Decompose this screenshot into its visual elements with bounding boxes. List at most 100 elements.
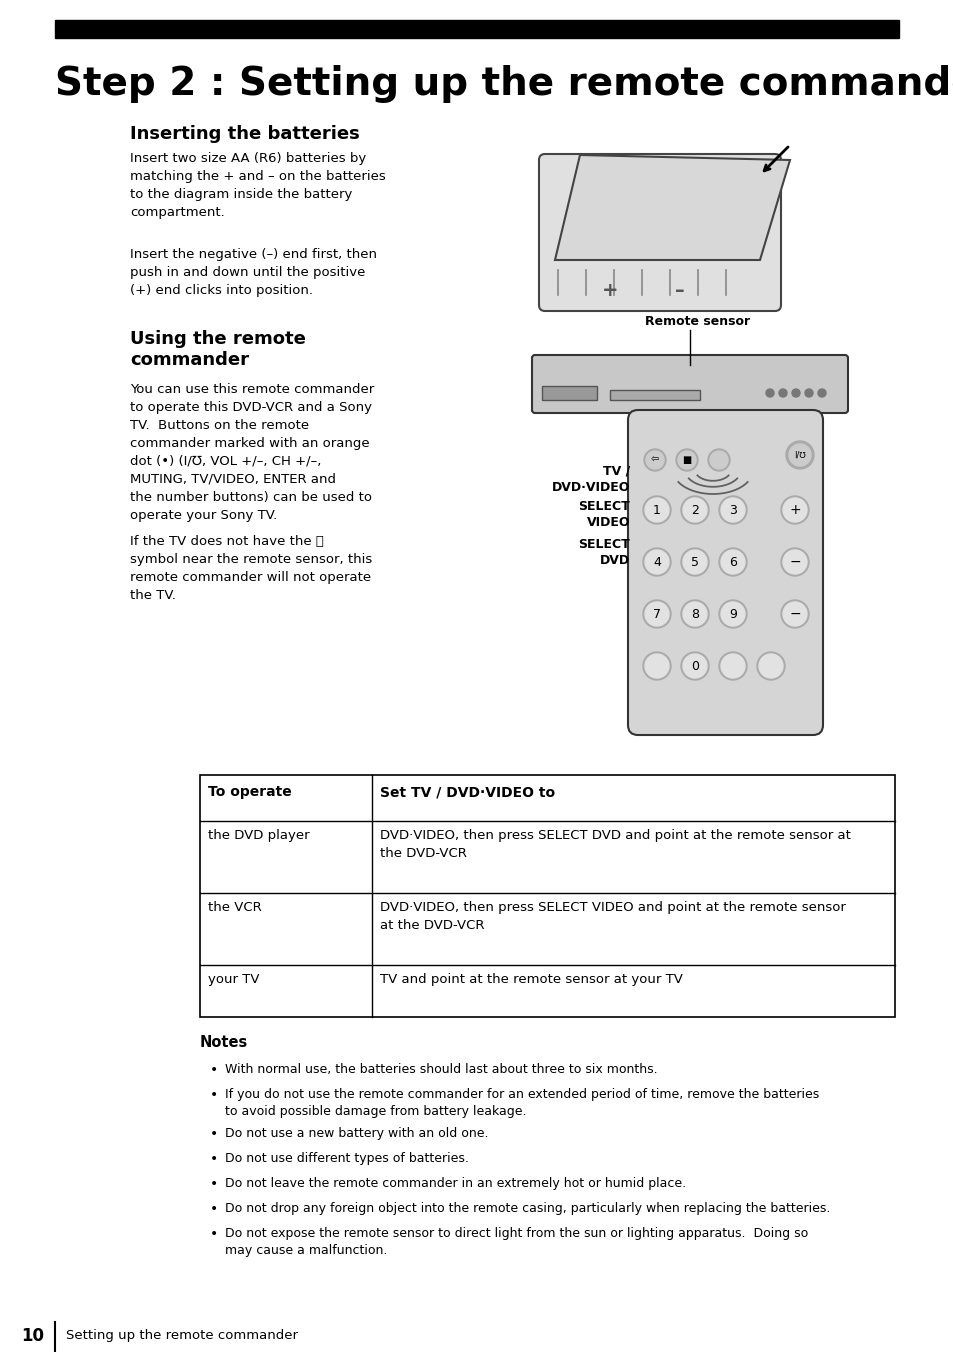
Circle shape bbox=[644, 498, 668, 522]
Text: SELECT
VIDEO: SELECT VIDEO bbox=[578, 500, 629, 529]
Text: DVD·VIDEO, then press SELECT DVD and point at the remote sensor at
the DVD-VCR: DVD·VIDEO, then press SELECT DVD and poi… bbox=[379, 829, 850, 860]
Circle shape bbox=[642, 496, 670, 525]
Circle shape bbox=[709, 452, 727, 469]
Circle shape bbox=[781, 548, 808, 576]
Text: You can use this remote commander
to operate this DVD-VCR and a Sony
TV.  Button: You can use this remote commander to ope… bbox=[130, 383, 374, 522]
Text: 10: 10 bbox=[21, 1328, 44, 1345]
Circle shape bbox=[680, 600, 708, 627]
Text: Insert the negative (–) end first, then
push in and down until the positive
(+) : Insert the negative (–) end first, then … bbox=[130, 247, 376, 297]
Circle shape bbox=[642, 548, 670, 576]
Text: Do not expose the remote sensor to direct light from the sun or lighting apparat: Do not expose the remote sensor to direc… bbox=[225, 1228, 807, 1257]
Circle shape bbox=[707, 449, 729, 470]
Circle shape bbox=[678, 452, 696, 469]
Text: Insert two size AA (R6) batteries by
matching the + and – on the batteries
to th: Insert two size AA (R6) batteries by mat… bbox=[130, 151, 385, 219]
Circle shape bbox=[782, 602, 806, 626]
Circle shape bbox=[682, 498, 706, 522]
Circle shape bbox=[680, 652, 708, 680]
Text: Using the remote
commander: Using the remote commander bbox=[130, 330, 306, 369]
Text: •: • bbox=[210, 1178, 218, 1191]
Text: 1: 1 bbox=[653, 503, 660, 516]
Circle shape bbox=[781, 600, 808, 627]
Text: ■: ■ bbox=[681, 456, 691, 465]
Circle shape bbox=[682, 602, 706, 626]
Text: •: • bbox=[210, 1128, 218, 1141]
Circle shape bbox=[757, 652, 784, 680]
Text: Inserting the batteries: Inserting the batteries bbox=[130, 124, 359, 143]
Text: −: − bbox=[788, 607, 800, 621]
Circle shape bbox=[759, 654, 782, 677]
Text: Setting up the remote commander: Setting up the remote commander bbox=[66, 1329, 297, 1343]
Text: Step 2 : Setting up the remote commander: Step 2 : Setting up the remote commander bbox=[55, 65, 953, 103]
Circle shape bbox=[682, 654, 706, 677]
Circle shape bbox=[719, 652, 746, 680]
Circle shape bbox=[720, 498, 744, 522]
Text: 8: 8 bbox=[690, 607, 699, 621]
Text: Set TV / DVD·VIDEO to: Set TV / DVD·VIDEO to bbox=[379, 786, 555, 799]
Text: I/℧: I/℧ bbox=[793, 450, 805, 460]
FancyBboxPatch shape bbox=[532, 356, 847, 412]
Circle shape bbox=[676, 449, 698, 470]
Text: TV and point at the remote sensor at your TV: TV and point at the remote sensor at you… bbox=[379, 973, 682, 986]
Text: 6: 6 bbox=[728, 556, 736, 568]
Text: If you do not use the remote commander for an extended period of time, remove th: If you do not use the remote commander f… bbox=[225, 1088, 819, 1118]
Text: To operate: To operate bbox=[208, 786, 292, 799]
Text: •: • bbox=[210, 1202, 218, 1215]
Circle shape bbox=[644, 654, 668, 677]
Circle shape bbox=[781, 496, 808, 525]
Text: 5: 5 bbox=[690, 556, 699, 568]
Circle shape bbox=[680, 548, 708, 576]
Text: DVD·VIDEO, then press SELECT VIDEO and point at the remote sensor
at the DVD-VCR: DVD·VIDEO, then press SELECT VIDEO and p… bbox=[379, 900, 845, 932]
Text: 7: 7 bbox=[652, 607, 660, 621]
Circle shape bbox=[642, 600, 670, 627]
Text: the VCR: the VCR bbox=[208, 900, 261, 914]
Text: •: • bbox=[210, 1088, 218, 1102]
Circle shape bbox=[719, 496, 746, 525]
Circle shape bbox=[817, 389, 825, 397]
Circle shape bbox=[642, 652, 670, 680]
Circle shape bbox=[682, 550, 706, 575]
FancyBboxPatch shape bbox=[538, 154, 781, 311]
Circle shape bbox=[791, 389, 800, 397]
Text: If the TV does not have the Ⓕ
symbol near the remote sensor, this
remote command: If the TV does not have the Ⓕ symbol nea… bbox=[130, 535, 372, 602]
Bar bbox=[609, 389, 700, 400]
Text: +: + bbox=[788, 503, 800, 516]
Text: •: • bbox=[210, 1228, 218, 1241]
Text: Do not leave the remote commander in an extremely hot or humid place.: Do not leave the remote commander in an … bbox=[225, 1178, 685, 1190]
Circle shape bbox=[779, 389, 786, 397]
Circle shape bbox=[719, 600, 746, 627]
Text: ⇦: ⇦ bbox=[650, 456, 659, 465]
FancyBboxPatch shape bbox=[627, 410, 822, 735]
Text: Remote sensor: Remote sensor bbox=[644, 315, 749, 329]
Circle shape bbox=[804, 389, 812, 397]
Text: +: + bbox=[601, 280, 618, 300]
Circle shape bbox=[644, 602, 668, 626]
Text: Do not drop any foreign object into the remote casing, particularly when replaci: Do not drop any foreign object into the … bbox=[225, 1202, 829, 1215]
Circle shape bbox=[782, 498, 806, 522]
Text: 3: 3 bbox=[728, 503, 736, 516]
Polygon shape bbox=[555, 155, 789, 260]
Text: −: − bbox=[788, 556, 800, 569]
Circle shape bbox=[720, 550, 744, 575]
Circle shape bbox=[719, 548, 746, 576]
Text: your TV: your TV bbox=[208, 973, 259, 986]
Circle shape bbox=[643, 449, 665, 470]
Text: –: – bbox=[675, 280, 684, 300]
Text: •: • bbox=[210, 1152, 218, 1165]
Bar bbox=[200, 775, 894, 1017]
Text: •: • bbox=[210, 1063, 218, 1078]
Text: 0: 0 bbox=[690, 660, 699, 672]
Circle shape bbox=[782, 550, 806, 575]
Circle shape bbox=[785, 441, 813, 469]
Text: Do not use a new battery with an old one.: Do not use a new battery with an old one… bbox=[225, 1128, 488, 1140]
Bar bbox=[541, 387, 597, 400]
Circle shape bbox=[645, 452, 663, 469]
Text: SELECT
DVD: SELECT DVD bbox=[578, 538, 629, 566]
Bar bbox=[55, 20, 898, 38]
Text: With normal use, the batteries should last about three to six months.: With normal use, the batteries should la… bbox=[225, 1063, 657, 1076]
Text: TV /
DVD·VIDEO: TV / DVD·VIDEO bbox=[551, 465, 629, 493]
Text: Do not use different types of batteries.: Do not use different types of batteries. bbox=[225, 1152, 468, 1165]
Text: 9: 9 bbox=[728, 607, 736, 621]
Circle shape bbox=[788, 443, 810, 466]
Circle shape bbox=[644, 550, 668, 575]
Circle shape bbox=[720, 654, 744, 677]
